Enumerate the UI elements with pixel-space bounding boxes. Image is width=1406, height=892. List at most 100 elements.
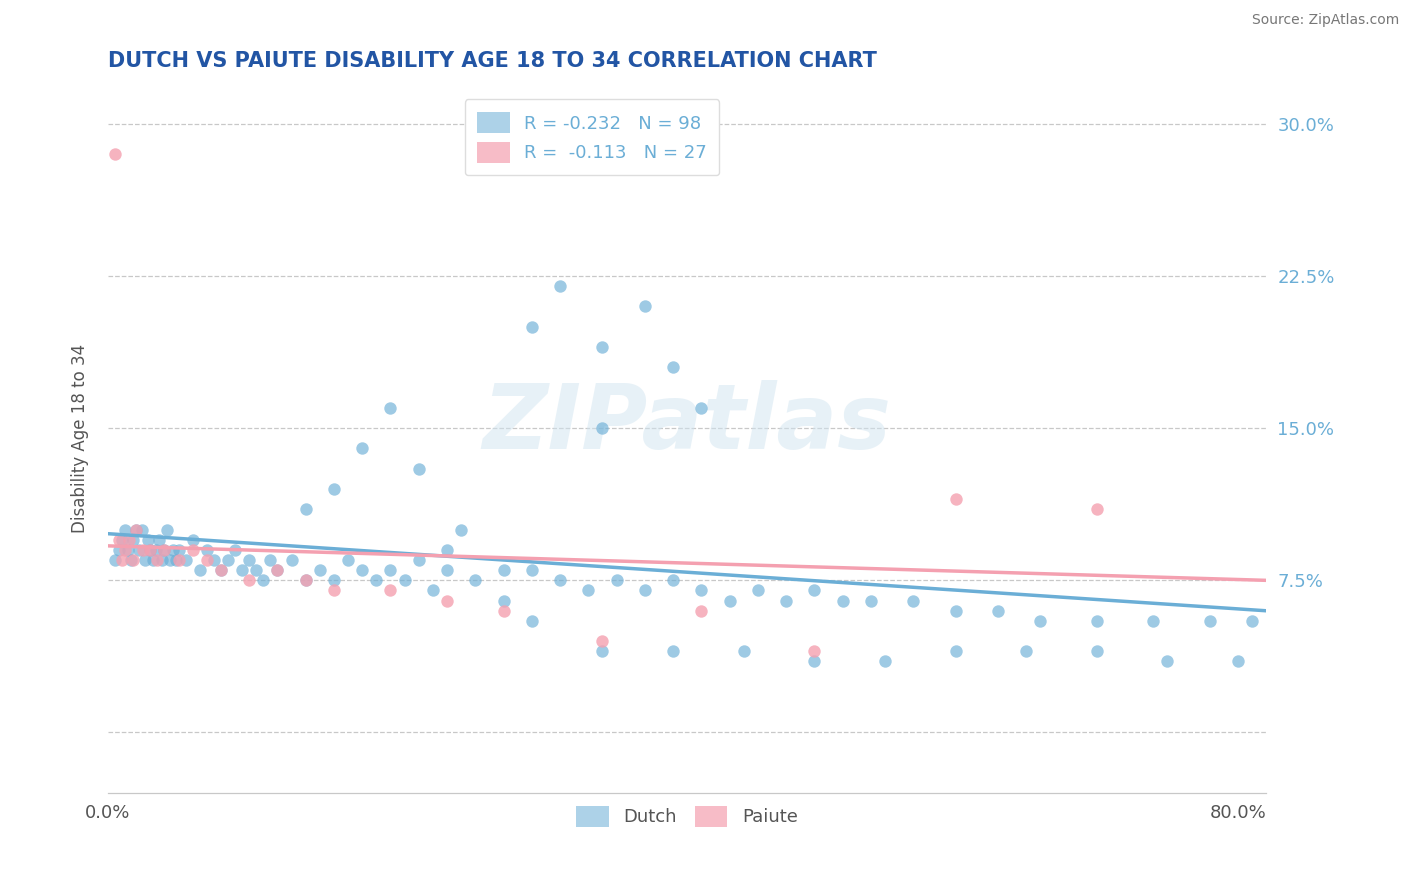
Point — [146, 553, 169, 567]
Point — [195, 553, 218, 567]
Point — [202, 553, 225, 567]
Point — [1029, 614, 1052, 628]
Point — [591, 340, 613, 354]
Point — [520, 563, 543, 577]
Point — [266, 563, 288, 577]
Point — [323, 574, 346, 588]
Point — [634, 583, 657, 598]
Point — [266, 563, 288, 577]
Point — [520, 614, 543, 628]
Point — [337, 553, 360, 567]
Point — [217, 553, 239, 567]
Point — [114, 523, 136, 537]
Point — [156, 523, 179, 537]
Point — [148, 533, 170, 547]
Point — [408, 462, 430, 476]
Point — [165, 553, 187, 567]
Point — [245, 563, 267, 577]
Point — [238, 574, 260, 588]
Point — [380, 563, 402, 577]
Point — [209, 563, 232, 577]
Point — [859, 593, 882, 607]
Point — [323, 482, 346, 496]
Point — [690, 583, 713, 598]
Point — [108, 543, 131, 558]
Point — [104, 147, 127, 161]
Point — [548, 279, 571, 293]
Point — [803, 583, 825, 598]
Point — [122, 533, 145, 547]
Point — [139, 543, 162, 558]
Point — [591, 634, 613, 648]
Point — [662, 644, 685, 658]
Point — [118, 533, 141, 547]
Point — [252, 574, 274, 588]
Point — [901, 593, 924, 607]
Point — [174, 553, 197, 567]
Point — [831, 593, 853, 607]
Point — [690, 401, 713, 415]
Point — [1085, 614, 1108, 628]
Point — [605, 574, 627, 588]
Point — [132, 543, 155, 558]
Point — [111, 533, 134, 547]
Point — [945, 604, 967, 618]
Point — [436, 543, 458, 558]
Point — [294, 502, 316, 516]
Point — [634, 300, 657, 314]
Point — [520, 319, 543, 334]
Point — [873, 655, 896, 669]
Point — [231, 563, 253, 577]
Point — [422, 583, 444, 598]
Point — [548, 574, 571, 588]
Point — [1015, 644, 1038, 658]
Point — [294, 574, 316, 588]
Point — [117, 543, 139, 558]
Point — [111, 553, 134, 567]
Point — [1227, 655, 1250, 669]
Point — [104, 553, 127, 567]
Point — [153, 543, 176, 558]
Point — [145, 543, 167, 558]
Point — [394, 574, 416, 588]
Point — [209, 563, 232, 577]
Point — [1156, 655, 1178, 669]
Point — [259, 553, 281, 567]
Point — [162, 543, 184, 558]
Point — [134, 553, 156, 567]
Point — [114, 543, 136, 558]
Point — [492, 604, 515, 618]
Point — [188, 563, 211, 577]
Point — [464, 574, 486, 588]
Point — [352, 442, 374, 456]
Point — [150, 553, 173, 567]
Point — [366, 574, 388, 588]
Point — [1142, 614, 1164, 628]
Point — [436, 593, 458, 607]
Point — [380, 583, 402, 598]
Point — [153, 543, 176, 558]
Point — [167, 553, 190, 567]
Point — [309, 563, 332, 577]
Point — [159, 553, 181, 567]
Point — [450, 523, 472, 537]
Point — [945, 644, 967, 658]
Point — [492, 563, 515, 577]
Point — [238, 553, 260, 567]
Point — [142, 553, 165, 567]
Point — [136, 533, 159, 547]
Text: Source: ZipAtlas.com: Source: ZipAtlas.com — [1251, 13, 1399, 28]
Point — [576, 583, 599, 598]
Point — [1085, 502, 1108, 516]
Point — [120, 553, 142, 567]
Point — [380, 401, 402, 415]
Point — [181, 533, 204, 547]
Point — [718, 593, 741, 607]
Point — [591, 421, 613, 435]
Point — [122, 553, 145, 567]
Point — [1085, 644, 1108, 658]
Point — [195, 543, 218, 558]
Point — [131, 523, 153, 537]
Point — [280, 553, 302, 567]
Point — [408, 553, 430, 567]
